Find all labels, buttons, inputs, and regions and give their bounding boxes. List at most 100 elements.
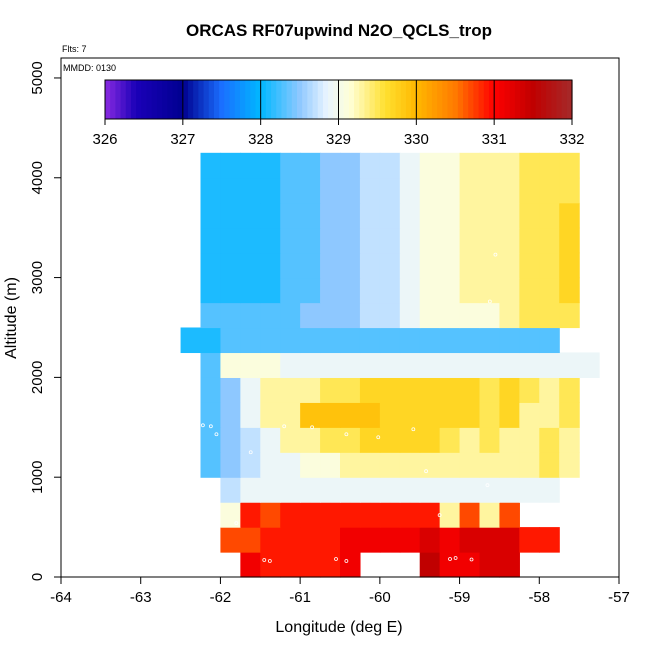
y-axis-label: Altitude (m) — [3, 277, 20, 359]
heatmap-cell — [419, 552, 441, 578]
colorbar-cell — [162, 80, 168, 119]
heatmap-cell — [200, 302, 222, 329]
heatmap-cell — [379, 502, 401, 528]
colorbar-cell — [488, 80, 495, 119]
heatmap-cell — [300, 477, 321, 503]
colorbar-cell — [208, 80, 215, 119]
colorbar-cell — [504, 80, 511, 119]
heatmap-cell — [499, 277, 520, 304]
heatmap-cell — [320, 227, 341, 254]
flight-point — [234, 521, 239, 526]
heatmap-cell — [519, 277, 540, 304]
heatmap-cell — [399, 402, 421, 428]
colorbar-cell — [115, 80, 122, 119]
heatmap-cell — [300, 277, 321, 304]
heatmap-cell — [479, 302, 501, 329]
heatmap-cell — [320, 352, 341, 378]
colorbar-cell — [229, 80, 236, 119]
colorbar-cell — [130, 80, 137, 119]
heatmap-cell — [439, 502, 461, 528]
heatmap-cell — [519, 177, 540, 204]
heatmap-cell — [519, 152, 540, 179]
flight-point — [140, 219, 145, 224]
colorbar-cell — [463, 80, 469, 119]
heatmap-cell — [439, 427, 461, 453]
heatmap-cell — [539, 352, 560, 378]
colorbar-cell — [182, 80, 189, 119]
heatmap-cell — [499, 177, 520, 204]
heatmap-cell — [459, 377, 481, 403]
heatmap-cell — [419, 177, 441, 204]
heatmap-cell — [479, 152, 501, 179]
colorbar-cell — [296, 80, 303, 119]
heatmap-cell — [280, 302, 301, 329]
heatmap-cell — [300, 377, 321, 403]
heatmap-cell — [539, 452, 560, 478]
heatmap-cell — [340, 427, 361, 453]
heatmap-cell — [240, 377, 261, 403]
colorbar-cell — [271, 80, 277, 119]
heatmap-cell — [539, 527, 560, 553]
heatmap-cell — [260, 252, 281, 279]
heatmap-cell — [559, 177, 580, 204]
heatmap-cell — [320, 152, 341, 179]
heatmap-cell — [300, 552, 321, 578]
heatmap-cell — [379, 352, 401, 378]
heatmap-cell — [379, 152, 401, 179]
heatmap-cell — [359, 527, 381, 553]
heatmap-cell — [260, 177, 281, 204]
heatmap-cell — [300, 527, 321, 553]
heatmap-cell — [300, 202, 321, 229]
colorbar-cell — [110, 80, 116, 119]
heatmap-cell — [519, 327, 540, 354]
heatmap-cell — [459, 527, 481, 553]
colorbar-cell — [213, 80, 220, 119]
heatmap-cell — [559, 427, 580, 453]
heatmap-cell — [280, 227, 301, 254]
flight-point — [142, 313, 147, 318]
heatmap-cell — [499, 352, 520, 378]
colorbar-cell — [483, 80, 490, 119]
heatmap-cell — [499, 402, 520, 428]
heatmap-cell — [559, 302, 580, 329]
x-tick-label: -61 — [289, 589, 311, 606]
heatmap-cell — [340, 552, 361, 578]
heatmap-cell — [419, 252, 441, 279]
heatmap-cell — [200, 152, 222, 179]
y-tick-label: 2000 — [29, 361, 46, 394]
heatmap-cell — [280, 427, 301, 453]
heatmap-cell — [439, 352, 461, 378]
heatmap-cell — [419, 402, 441, 428]
heatmap-cell — [300, 152, 321, 179]
heatmap-cell — [260, 152, 281, 179]
colorbar-cell — [281, 80, 288, 119]
heatmap-cell — [340, 402, 361, 428]
flight-point — [485, 483, 490, 488]
colorbar-cell — [219, 80, 225, 119]
heatmap-cell — [519, 252, 540, 279]
colorbar-cell — [198, 80, 205, 119]
colorbar-tick-label: 332 — [559, 131, 584, 148]
heatmap-cell — [220, 302, 241, 329]
colorbar-cell — [494, 80, 500, 119]
heatmap-cell — [300, 327, 321, 354]
colorbar-tick-label: 326 — [92, 131, 117, 148]
heatmap-cell — [459, 402, 481, 428]
heatmap-cells — [180, 152, 600, 578]
heatmap-cell — [539, 177, 560, 204]
colorbar-cell — [390, 80, 397, 119]
heatmap-cell — [499, 502, 520, 528]
heatmap-cell — [359, 452, 381, 478]
heatmap-cell — [479, 252, 501, 279]
flight-points — [124, 219, 498, 563]
colorbar — [105, 80, 573, 119]
heatmap-cell — [280, 152, 301, 179]
colorbar-cell — [312, 80, 319, 119]
heatmap-cell — [320, 277, 341, 304]
heatmap-cell — [419, 377, 441, 403]
colorbar-cell — [167, 80, 174, 119]
heatmap-cell — [200, 252, 222, 279]
heatmap-cell — [399, 427, 421, 453]
x-tick-label: -60 — [369, 589, 391, 606]
